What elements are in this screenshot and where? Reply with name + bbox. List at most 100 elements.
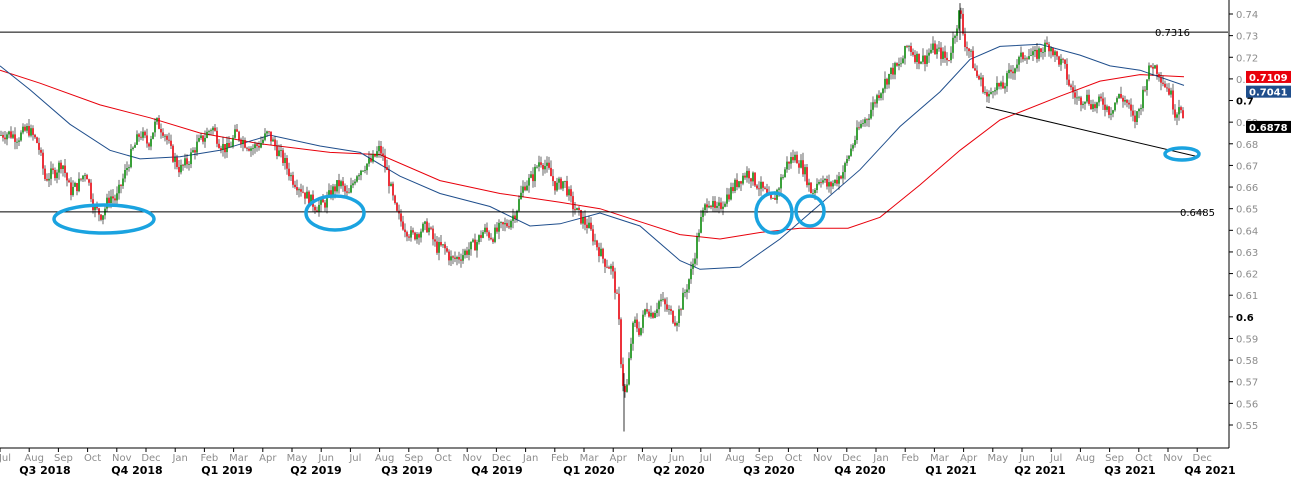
bullish-candle xyxy=(422,223,424,232)
bullish-candle xyxy=(264,133,266,140)
bullish-candle xyxy=(724,203,726,207)
bearish-candle xyxy=(972,50,974,69)
bullish-candle xyxy=(12,134,14,138)
bearish-candle xyxy=(618,293,620,320)
x-month-label: Sep xyxy=(755,453,774,464)
horizontal-level-label: 0.6485 xyxy=(1180,208,1215,219)
x-quarter-label: Q2 2020 xyxy=(653,464,705,477)
bullish-candle xyxy=(894,63,896,75)
bullish-candle xyxy=(6,134,8,140)
bullish-candle xyxy=(1014,68,1016,74)
bearish-candle xyxy=(646,309,648,312)
bearish-candle xyxy=(912,52,914,55)
bullish-candle xyxy=(1028,56,1030,60)
bullish-candle xyxy=(1142,89,1144,109)
bearish-candle xyxy=(436,241,438,253)
bearish-candle xyxy=(448,251,450,261)
bullish-candle xyxy=(708,205,710,208)
bullish-candle xyxy=(530,174,532,178)
bullish-candle xyxy=(882,88,884,94)
bearish-candle xyxy=(508,226,510,228)
bullish-candle xyxy=(198,138,200,142)
bearish-candle xyxy=(998,82,1000,87)
bearish-candle xyxy=(866,119,868,121)
bullish-candle xyxy=(630,343,632,359)
bearish-candle xyxy=(418,234,420,238)
bearish-candle xyxy=(454,257,456,259)
bullish-candle xyxy=(860,123,862,128)
bearish-candle xyxy=(384,155,386,167)
bearish-candle xyxy=(162,132,164,136)
bearish-candle xyxy=(488,232,490,238)
bearish-candle xyxy=(244,140,246,148)
bullish-candle xyxy=(824,179,826,181)
bearish-candle xyxy=(560,178,562,189)
bullish-candle xyxy=(180,164,182,173)
bearish-candle xyxy=(382,153,384,156)
bullish-candle xyxy=(22,126,24,133)
bearish-candle xyxy=(80,178,82,180)
bullish-candle xyxy=(1124,100,1126,102)
bullish-candle xyxy=(600,248,602,257)
bullish-candle xyxy=(470,241,472,250)
bullish-candle xyxy=(884,78,886,89)
bearish-candle xyxy=(728,194,730,200)
bearish-candle xyxy=(602,248,604,259)
bullish-candle xyxy=(442,244,444,246)
bullish-candle xyxy=(562,181,564,189)
bearish-candle xyxy=(440,242,442,246)
x-month-label: Oct xyxy=(1135,453,1152,464)
x-quarter-label: Q3 2019 xyxy=(381,464,432,477)
bullish-candle xyxy=(668,309,670,310)
bearish-candle xyxy=(338,180,340,187)
bearish-candle xyxy=(342,181,344,186)
bearish-candle xyxy=(720,202,722,209)
bearish-candle xyxy=(90,182,92,200)
x-month-label: Jun xyxy=(317,453,334,464)
bullish-candle xyxy=(134,144,136,148)
bearish-candle xyxy=(140,136,142,138)
x-month-label: Oct xyxy=(434,453,451,464)
bearish-candle xyxy=(66,173,68,181)
bearish-candle xyxy=(256,144,258,146)
bullish-candle xyxy=(208,131,210,132)
y-tick-label: 0.6 xyxy=(1236,313,1254,324)
bullish-candle xyxy=(74,183,76,187)
bullish-candle xyxy=(760,181,762,189)
bullish-candle xyxy=(1006,73,1008,87)
bullish-candle xyxy=(794,154,796,161)
bullish-candle xyxy=(660,299,662,302)
bullish-candle xyxy=(610,265,612,269)
bearish-candle xyxy=(444,244,446,249)
bullish-candle xyxy=(536,166,538,168)
bullish-candle xyxy=(558,178,560,183)
bullish-candle xyxy=(320,199,322,205)
descending-trendline xyxy=(985,106,1199,158)
bearish-candle xyxy=(1172,90,1174,110)
x-month-label: Aug xyxy=(725,453,745,464)
bullish-candle xyxy=(682,292,684,310)
y-tick-label: 0.57 xyxy=(1236,378,1258,389)
y-tick-label: 0.59 xyxy=(1236,334,1258,345)
bearish-candle xyxy=(1180,107,1182,111)
bearish-candle xyxy=(70,182,72,196)
bearish-candle xyxy=(172,145,174,162)
x-month-label: May xyxy=(287,453,308,464)
bullish-candle xyxy=(938,47,940,49)
bullish-candle xyxy=(868,118,870,120)
bearish-candle xyxy=(710,205,712,208)
price-badges: 0.7109 0.7041 0.6878 xyxy=(1246,70,1291,134)
x-month-label: Apr xyxy=(610,453,628,464)
bearish-candle xyxy=(40,149,42,153)
bullish-candle xyxy=(520,192,522,200)
bullish-candle xyxy=(994,90,996,92)
price-badge-label: 0.7109 xyxy=(1249,73,1288,84)
x-quarter-label: Q3 2021 xyxy=(1104,464,1155,477)
bullish-candle xyxy=(1044,42,1046,52)
bearish-candle xyxy=(408,236,410,238)
bearish-candle xyxy=(974,68,976,71)
bullish-candle xyxy=(576,207,578,211)
bearish-candle xyxy=(32,128,34,135)
bearish-candle xyxy=(666,304,668,310)
bullish-candle xyxy=(326,196,328,208)
